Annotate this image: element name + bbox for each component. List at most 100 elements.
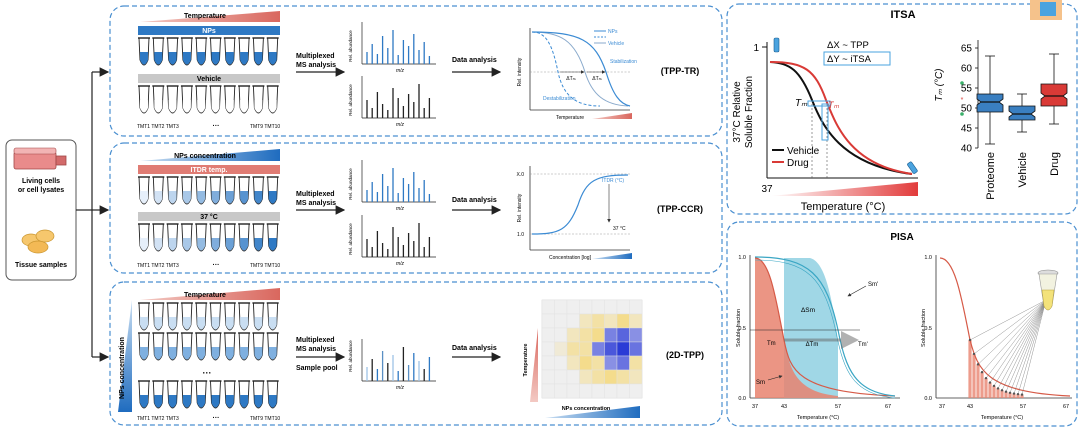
heat-cell-4-2 — [566, 355, 580, 371]
pisa-bar-6 — [988, 382, 992, 398]
tmt-left-label: TMT1 TMT2 TMT3 — [137, 124, 179, 130]
tube-row-2d-2 — [138, 332, 279, 361]
2d-conc-side-bar — [118, 300, 132, 412]
pisa-l-xlabel: Temperature (°C) — [797, 415, 839, 421]
heat-cell-0-3 — [579, 299, 593, 315]
pisa-l-ytick-05: 0.5 — [738, 326, 746, 332]
itsa-y-one: 1 — [753, 43, 759, 54]
itsa-melt-plot: 1 37 Tₘ Tₘ Vehicle Drug ΔX ~ TPP ΔY ~ iT… — [732, 37, 918, 213]
rel-abundance-label-2: Rel. abundance — [348, 84, 353, 116]
nps-tube-8 — [238, 37, 251, 66]
data-analysis-label-ccr: Data analysis — [452, 197, 497, 204]
heat-cell-4-4 — [591, 355, 605, 371]
itsa-temp-ramp — [770, 182, 918, 196]
itdr-tube-6 — [209, 176, 222, 205]
pisa-right-plot: 1.0 0.5 0.0 37 43 57 67 Soluble fraction… — [921, 255, 1072, 421]
heat-cell-1-4 — [591, 313, 605, 329]
heat-cell-0-2 — [566, 299, 580, 315]
heat-cell-2-6 — [616, 327, 630, 343]
pisa-bar-2 — [972, 353, 976, 398]
2d-temperature-label: Temperature — [184, 292, 226, 299]
stabilization-label: Stabilization — [610, 59, 637, 65]
tm-boxplot: Tₘ (°C) 65 60 55 50 45 40 Proteome Vehicle Drug… — [934, 40, 1068, 200]
itsa-title: ITSA — [890, 9, 915, 21]
box-vehicle: Vehicle — [1008, 93, 1036, 187]
rel-abundance-ccr-1: Rel. abundance — [348, 168, 353, 200]
dtm-left: ΔTₘ — [566, 76, 576, 82]
row2-tube-7 — [223, 332, 236, 361]
row2-tube-1 — [138, 332, 150, 361]
heat-cell-3-5 — [604, 341, 618, 357]
box-marker-red-star: * — [961, 97, 964, 104]
pisa-bar-9 — [1000, 390, 1004, 398]
pisa-r-ytick-0: 0.0 — [924, 396, 932, 402]
row1-tube-1 — [138, 302, 150, 331]
nps-tube-9 — [252, 37, 265, 66]
vehicle-tube-8 — [238, 85, 251, 114]
2d-mid-dots: ··· — [203, 368, 212, 378]
heat-cell-3-7 — [629, 341, 643, 357]
heat-cell-0-7 — [629, 299, 643, 315]
panel-tpp-tr: Temperature NPs Vehicle TMT1 TMT2 TMT3 ·… — [109, 5, 723, 137]
temp37-label: 37 °C — [200, 213, 218, 221]
2d-rel-abundance: Rel. abundance — [348, 340, 353, 372]
vehicle-tube-3 — [166, 85, 179, 114]
heat-cell-1-5 — [604, 313, 618, 329]
2d-temperature-bar — [140, 288, 280, 300]
heat-cell-1-0 — [541, 313, 555, 329]
sample-pool-label: Sample pool — [296, 365, 338, 372]
heat-cell-5-5 — [604, 369, 618, 385]
destabilization-label: Destabilization — [543, 96, 576, 102]
tube-row-vehicle — [138, 85, 279, 114]
heat-cell-4-0 — [541, 355, 555, 371]
heat-cell-3-4 — [591, 341, 605, 357]
2d-data-analysis: Data analysis — [452, 345, 497, 352]
heat-cell-4-3 — [579, 355, 593, 371]
heat-cell-2-0 — [541, 327, 555, 343]
nps-tube-6 — [209, 37, 222, 66]
pisa-r-ytick-1: 1.0 — [924, 255, 932, 261]
itdr-tube-2 — [152, 176, 165, 205]
tube-row-itdr — [138, 176, 279, 205]
ccr-xlabel: Concentration [log] — [549, 255, 592, 261]
c37-tube-8 — [238, 223, 251, 252]
dtm-right: ΔTₘ — [592, 76, 602, 82]
2d-conc-label: NPs concentration — [119, 337, 126, 399]
pisa-vehicle-curve — [754, 257, 896, 397]
row1-tube-9 — [252, 302, 265, 331]
box-label-drug: Drug — [1049, 152, 1061, 176]
heat-cell-5-6 — [616, 369, 630, 385]
spectrum-nps — [361, 22, 436, 65]
tag-tpp-tr: (TPP-TR) — [661, 66, 700, 76]
corner-illustration-inner — [1040, 2, 1056, 16]
dose-curve — [531, 174, 629, 235]
itdr-tube-8 — [238, 176, 251, 205]
tube-row-37 — [138, 223, 279, 252]
tube-row-nps — [138, 37, 279, 66]
itsa-legend-drug: Drug — [787, 158, 809, 169]
itdr-tube-1 — [138, 176, 150, 205]
row3-tube-5 — [195, 380, 208, 409]
y1-label: 1.0 — [517, 232, 524, 238]
heat-cell-6-1 — [554, 383, 568, 399]
vehicle-tube-2 — [152, 85, 165, 114]
box-ytick-50: 50 — [961, 104, 973, 115]
heat-cell-2-2 — [566, 327, 580, 343]
2d-ms-label-1: Multiplexed — [296, 337, 335, 344]
nps-tube-5 — [195, 37, 208, 66]
c37-plot-label: 37 °C — [613, 226, 626, 232]
pisa-bar-5 — [984, 378, 988, 398]
ccr-conc-ramp — [592, 253, 632, 259]
pisa-bar-12 — [1012, 393, 1016, 398]
pisa-r-ylabel: Soluble fraction — [921, 309, 927, 347]
ms-label-2: MS analysis — [296, 62, 336, 69]
small-tube-tilted-icon — [907, 161, 918, 174]
2d-tmt-right: TMT9 TMT10 — [250, 416, 280, 422]
itdr-tube-5 — [195, 176, 208, 205]
rel-abundance-ccr-2: Rel. abundance — [348, 223, 353, 255]
box-label-vehicle: Vehicle — [1017, 152, 1029, 187]
box-ytick-55: 55 — [961, 84, 973, 95]
heat-cell-4-1 — [554, 355, 568, 371]
row3-tube-6 — [209, 380, 222, 409]
spectrum-37 — [361, 215, 436, 258]
